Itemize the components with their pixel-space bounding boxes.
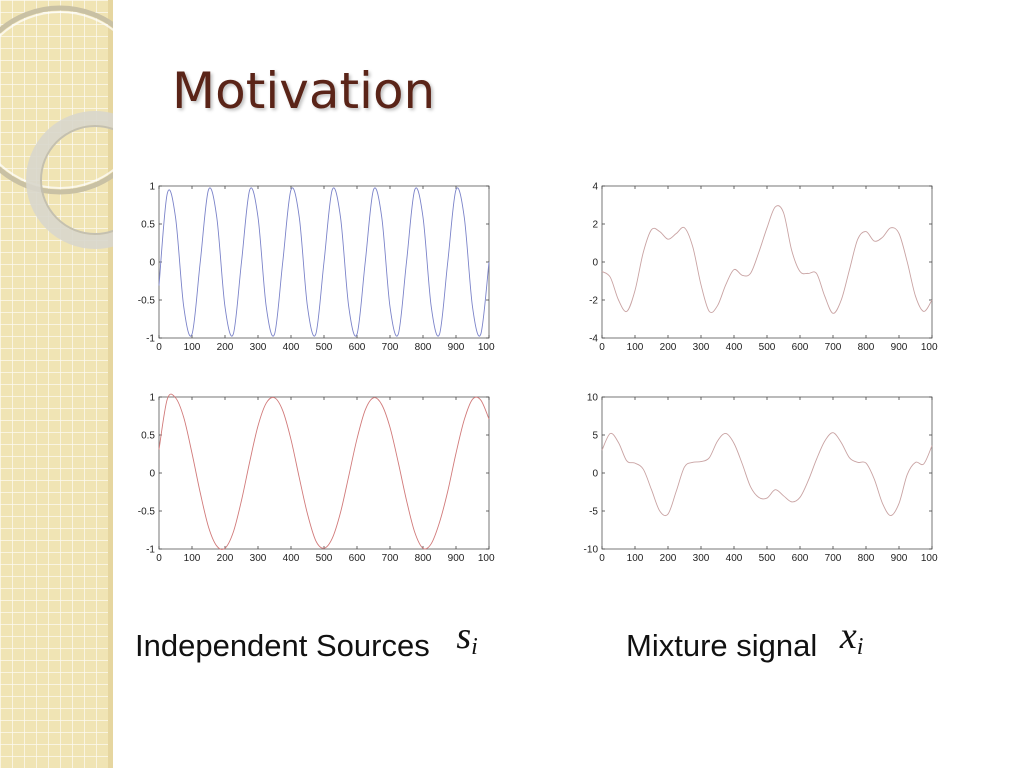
mixture-caption: Mixture signal xi xyxy=(626,615,863,666)
x-tick-label: 1000 xyxy=(921,342,938,353)
source-2-chart: 0 100 200 300 400 500 600 700 800 900 1000 -1 -0.5 0 0… xyxy=(138,393,495,565)
decorative-background xyxy=(0,0,113,768)
y-tick-label: -0.5 xyxy=(138,296,156,307)
y-tick-label: -10 xyxy=(584,545,599,556)
x-tick-label: 600 xyxy=(792,553,809,564)
x-tick-label: 100 xyxy=(627,342,644,353)
x-tick-label: 300 xyxy=(250,342,267,353)
source-1-plot: 0 100 200 300 400 500 600 700 800 900 1000 -1 -0.5 0 0… xyxy=(135,178,495,368)
y-tick-label: 0 xyxy=(149,469,155,480)
plot-frame xyxy=(601,185,933,339)
x-tick-label: 100 xyxy=(184,342,201,353)
mixture-2-plot: 0 100 200 300 400 500 600 700 800 900 1000 -10 -5 0 5 1… xyxy=(578,389,938,579)
x-tick-label: 1000 xyxy=(478,553,495,564)
y-tick-label: 0 xyxy=(592,469,598,480)
series-line xyxy=(158,187,490,337)
y-tick-label: -2 xyxy=(589,296,598,307)
x-tick-label: 900 xyxy=(891,342,908,353)
x-tick-label: 1000 xyxy=(478,342,495,353)
sources-caption: Independent Sources si xyxy=(135,615,478,666)
y-tick-label: -0.5 xyxy=(138,507,156,518)
series-line xyxy=(158,393,490,550)
x-tick-label: 800 xyxy=(858,553,875,564)
x-tick-label: 100 xyxy=(627,553,644,564)
x-tick-label: 600 xyxy=(349,342,366,353)
mixture-1-plot: 0 100 200 300 400 500 600 700 800 900 1000 -4 -2 0 2 4 xyxy=(578,178,938,368)
x-tick-label: 500 xyxy=(316,553,333,564)
x-tick-label: 200 xyxy=(217,553,234,564)
series-line xyxy=(601,205,933,314)
x-tick-label: 500 xyxy=(759,553,776,564)
x-tick-label: 400 xyxy=(283,553,300,564)
y-tick-label: 1 xyxy=(149,393,155,404)
x-tick-label: 0 xyxy=(156,553,162,564)
x-tick-label: 100 xyxy=(184,553,201,564)
y-tick-label: 1 xyxy=(149,182,155,193)
x-tick-label: 600 xyxy=(349,553,366,564)
x-tick-label: 300 xyxy=(693,342,710,353)
y-tick-label: 0.5 xyxy=(141,431,155,442)
mixture-symbol: xi xyxy=(839,615,864,660)
y-tick-label: 2 xyxy=(592,220,598,231)
mixture-2-chart: 0 100 200 300 400 500 600 700 800 900 1000 -10 -5 0 5 1… xyxy=(584,393,938,565)
x-tick-label: 700 xyxy=(825,553,842,564)
source-symbol-letter: s xyxy=(456,615,472,657)
source-symbol-subscript: i xyxy=(471,634,478,660)
x-tick-label: 0 xyxy=(599,553,605,564)
series-line xyxy=(601,432,933,517)
sources-caption-text: Independent Sources xyxy=(135,628,430,663)
x-tick-label: 900 xyxy=(891,553,908,564)
x-tick-label: 900 xyxy=(448,342,465,353)
slide-title: Motivation xyxy=(172,62,436,120)
plot-frame xyxy=(601,396,933,550)
x-tick-label: 800 xyxy=(415,342,432,353)
x-tick-label: 500 xyxy=(316,342,333,353)
y-tick-label: -1 xyxy=(146,334,155,345)
y-tick-label: -4 xyxy=(589,334,598,345)
mixture-symbol-letter: x xyxy=(839,615,857,657)
y-tick-label: -1 xyxy=(146,545,155,556)
x-tick-label: 400 xyxy=(726,553,743,564)
y-tick-label: 0 xyxy=(149,258,155,269)
x-tick-label: 0 xyxy=(156,342,162,353)
x-tick-label: 200 xyxy=(217,342,234,353)
mixture-symbol-subscript: i xyxy=(856,634,864,660)
x-tick-label: 900 xyxy=(448,553,465,564)
source-2-plot: 0 100 200 300 400 500 600 700 800 900 1000 -1 -0.5 0 0… xyxy=(135,389,495,579)
x-tick-label: 300 xyxy=(693,553,710,564)
mixture-1-chart: 0 100 200 300 400 500 600 700 800 900 1000 -4 -2 0 2 4 xyxy=(589,182,938,354)
x-tick-label: 500 xyxy=(759,342,776,353)
x-tick-label: 200 xyxy=(660,342,677,353)
x-tick-label: 400 xyxy=(726,342,743,353)
x-tick-label: 400 xyxy=(283,342,300,353)
y-tick-label: 0.5 xyxy=(141,220,155,231)
source-1-chart: 0 100 200 300 400 500 600 700 800 900 1000 -1 -0.5 0 0… xyxy=(138,182,495,354)
x-tick-label: 700 xyxy=(825,342,842,353)
mixture-caption-text: Mixture signal xyxy=(626,628,818,663)
y-tick-label: -5 xyxy=(589,507,598,518)
x-tick-label: 300 xyxy=(250,553,267,564)
x-tick-label: 800 xyxy=(858,342,875,353)
x-tick-label: 700 xyxy=(382,553,399,564)
y-tick-label: 10 xyxy=(587,393,599,404)
y-tick-label: 4 xyxy=(592,182,598,193)
x-tick-label: 200 xyxy=(660,553,677,564)
x-tick-label: 1000 xyxy=(921,553,938,564)
y-tick-label: 0 xyxy=(592,258,598,269)
sidebar-decoration xyxy=(0,0,113,768)
x-tick-label: 800 xyxy=(415,553,432,564)
x-tick-label: 700 xyxy=(382,342,399,353)
source-symbol: si xyxy=(456,615,478,660)
y-tick-label: 5 xyxy=(592,431,598,442)
x-tick-label: 600 xyxy=(792,342,809,353)
x-tick-label: 0 xyxy=(599,342,605,353)
